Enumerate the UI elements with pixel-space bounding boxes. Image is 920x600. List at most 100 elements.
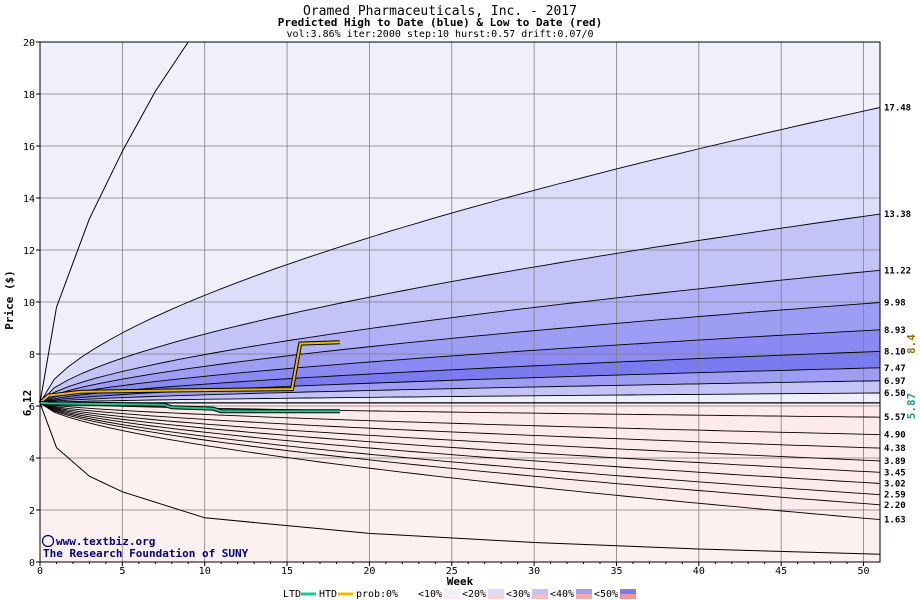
y-tick-label: 4 [29, 454, 35, 465]
legend-prob-swatch-low [400, 594, 416, 599]
low-band-line-1 [39, 402, 881, 436]
legend-prob-item-label: <30% [506, 589, 530, 600]
legend-prob-swatch-high [488, 589, 504, 594]
legend-prob-swatch-high [620, 589, 636, 594]
extreme-low-curve [39, 402, 881, 555]
high-band-label-6: 7.47 [884, 364, 906, 374]
low-band-label-0: 5.57 [884, 413, 906, 423]
chart-subtitle: Predicted High to Date (blue) & Low to D… [278, 16, 603, 29]
x-tick-label: 10 [199, 566, 211, 577]
x-tick-label: 20 [363, 566, 375, 577]
y-tick-label: 0 [29, 558, 35, 569]
x-tick-label: 50 [858, 566, 870, 577]
y-tick-label: 12 [23, 246, 35, 257]
start-price-label: 6.12 [21, 390, 34, 417]
high-band-line-7 [39, 380, 881, 404]
low-band-line-3 [39, 402, 881, 462]
watermark-url: www.textbiz.org [56, 535, 155, 548]
x-tick-label: 30 [528, 566, 540, 577]
chart-title: Oramed Pharmaceuticals, Inc. - 2017 [303, 4, 577, 19]
legend-ltd-label: LTD [283, 589, 301, 600]
price-series [38, 340, 340, 414]
y-tick-label: 10 [23, 298, 35, 309]
legend-prob-swatch-low [576, 594, 592, 599]
legend: LTD HTD prob: 0% <10% <20% <30% <40% <50% [283, 589, 636, 600]
high-band-1 [40, 214, 880, 403]
y-tick-label: 20 [23, 38, 35, 49]
ltd-last-value-label: 5.87 [905, 393, 918, 420]
high-band-line-5 [39, 350, 881, 404]
htd-line [39, 341, 340, 404]
legend-prob-item-label: 0% [386, 589, 398, 600]
x-tick-label: 35 [610, 566, 622, 577]
band-boundary-lines [39, 41, 881, 555]
low-band-label-5: 3.02 [884, 479, 906, 489]
legend-prob-swatch-low [444, 594, 460, 599]
high-band-line-1 [39, 213, 881, 404]
x-tick-label: 40 [693, 566, 705, 577]
high-band-line-8 [39, 392, 881, 404]
axes: 0 5 10 15 20 25 30 35 40 45 50 0 2 4 6 8 10 12 14 16 18 20 [23, 38, 881, 577]
low-band-label-1: 4.90 [884, 431, 906, 441]
ltd-line [39, 401, 340, 413]
legend-prob-swatch-low [620, 594, 636, 599]
legend-prob-swatch-high [400, 589, 416, 594]
high-band-0 [40, 107, 880, 403]
high-band-7 [40, 380, 880, 403]
x-axis-label: Week [447, 575, 474, 588]
high-band-2 [40, 270, 880, 403]
y-tick-label: 2 [29, 506, 35, 517]
high-band-label-2: 11.22 [884, 266, 911, 276]
legend-prob-item-label: <20% [462, 589, 486, 600]
y-axis-label: Price ($) [3, 270, 16, 330]
high-band-4 [40, 329, 880, 403]
legend-prob-item-label: <40% [550, 589, 574, 600]
legend-prob-item-label: <10% [418, 589, 442, 600]
legend-prob-swatch-low [532, 594, 548, 599]
copyright-icon [41, 534, 55, 548]
y-tick-label: 6 [29, 402, 35, 413]
high-band-line-3 [39, 302, 881, 404]
low-band-line-6 [39, 402, 881, 496]
extreme-high-curve [39, 41, 189, 403]
low-band-line-5 [39, 402, 881, 484]
chart-params: vol:3.86% iter:2000 step:10 hurst:0.57 d… [286, 29, 593, 40]
htd-last-value-label: 8.4 [905, 334, 918, 354]
high-band-3 [40, 302, 880, 403]
low-band-label-7: 2.20 [884, 501, 906, 511]
x-tick-label: 15 [281, 566, 293, 577]
low-band-label-3: 3.89 [884, 457, 906, 467]
low-band-line-7 [39, 402, 881, 506]
legend-prob-swatch-high [532, 589, 548, 594]
low-band-label-2: 4.38 [884, 444, 906, 454]
low-band-label-4: 3.45 [884, 468, 906, 478]
y-tick-label: 18 [23, 90, 35, 101]
high-band-label-7: 6.97 [884, 377, 906, 387]
x-tick-label: 0 [37, 566, 43, 577]
x-tick-label: 25 [446, 566, 458, 577]
low-band-line-4 [39, 402, 881, 473]
high-band-6 [40, 367, 880, 403]
low-band-label-6: 2.59 [884, 491, 906, 501]
legend-prob-label: prob: [356, 589, 386, 600]
y-tick-label: 14 [23, 194, 35, 205]
y-tick-label: 8 [29, 350, 35, 361]
high-band-label-3: 9.98 [884, 299, 906, 309]
high-band-line-4 [39, 329, 881, 404]
legend-prob-swatch-low [488, 594, 504, 599]
legend-prob-item-label: <50% [594, 589, 618, 600]
watermark-org: The Research Foundation of SUNY [43, 547, 249, 560]
legend-prob-swatch-high [576, 589, 592, 594]
high-band-label-8: 6.50 [884, 389, 906, 399]
low-band-line-8 [39, 402, 881, 521]
low-band-line-2 [39, 402, 881, 449]
watermark: © www.textbiz.org The Research Foundatio… [41, 534, 249, 560]
low-band-label-8: 1.63 [884, 516, 906, 526]
legend-htd-label: HTD [319, 589, 337, 600]
legend-probability-items: 0% <10% <20% <30% <40% <50% [386, 589, 636, 600]
high-band-label-1: 13.38 [884, 210, 911, 220]
band-end-labels: 17.48 13.38 11.22 9.98 8.93 8.10 7.47 6.97 6.50 5… [884, 104, 911, 526]
high-band-label-5: 8.10 [884, 347, 906, 357]
x-tick-label: 5 [119, 566, 125, 577]
